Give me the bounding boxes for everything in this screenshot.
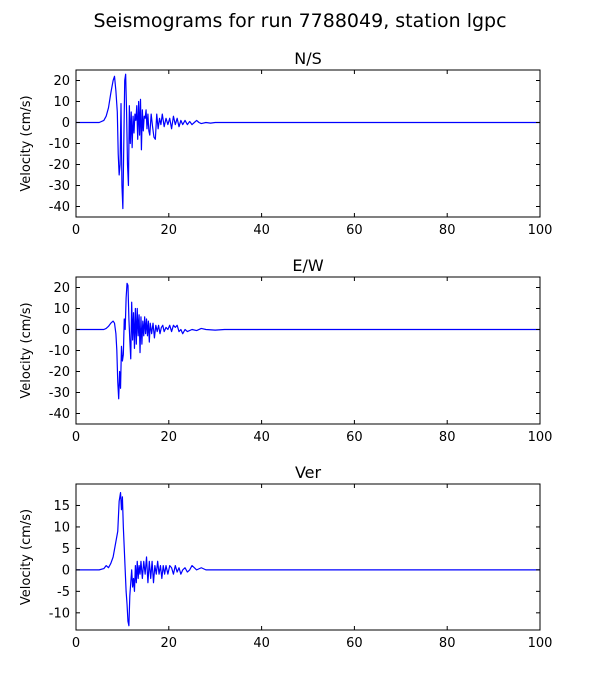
y-tick-label: -40 xyxy=(49,200,70,215)
y-tick-label: -10 xyxy=(49,137,70,152)
x-tick-label: 100 xyxy=(528,636,553,651)
y-tick-label: 10 xyxy=(53,302,70,317)
y-tick-label: 10 xyxy=(53,520,70,535)
x-tick-label: 60 xyxy=(346,636,363,651)
y-tick-label: 15 xyxy=(53,499,70,514)
y-tick-label: -30 xyxy=(49,386,70,401)
y-axis-label-ew: Velocity (cm/s) xyxy=(19,302,34,398)
panel-title-ns: N/S xyxy=(294,49,322,68)
y-tick-label: -40 xyxy=(49,407,70,422)
x-tick-label: 80 xyxy=(439,223,456,238)
y-axis-label-ver: Velocity (cm/s) xyxy=(19,509,34,605)
y-tick-label: 5 xyxy=(62,542,70,557)
x-tick-label: 0 xyxy=(72,636,80,651)
y-tick-label: 10 xyxy=(53,95,70,110)
y-tick-label: -10 xyxy=(49,344,70,359)
y-tick-label: 20 xyxy=(53,74,70,89)
x-tick-label: 80 xyxy=(439,636,456,651)
y-tick-label: -30 xyxy=(49,179,70,194)
y-tick-label: 0 xyxy=(62,563,70,578)
x-tick-label: 20 xyxy=(161,223,178,238)
panel-title-ew: E/W xyxy=(292,256,324,275)
series-line-ns xyxy=(76,73,540,210)
y-tick-label: -20 xyxy=(49,158,70,173)
x-tick-label: 60 xyxy=(346,223,363,238)
x-tick-label: 20 xyxy=(161,430,178,445)
x-tick-label: 0 xyxy=(72,223,80,238)
x-tick-label: 100 xyxy=(528,223,553,238)
x-tick-label: 40 xyxy=(253,223,270,238)
y-tick-label: -10 xyxy=(49,606,70,621)
x-tick-label: 80 xyxy=(439,430,456,445)
plot-frame-ew xyxy=(75,276,541,425)
y-tick-label: 0 xyxy=(62,116,70,131)
plot-frame-ver xyxy=(75,483,541,631)
y-axis-label-ns: Velocity (cm/s) xyxy=(19,95,34,191)
plot-frame-ns xyxy=(75,69,541,218)
x-tick-label: 60 xyxy=(346,430,363,445)
x-tick-label: 20 xyxy=(161,636,178,651)
panel-title-ver: Ver xyxy=(295,463,322,482)
x-tick-label: 0 xyxy=(72,430,80,445)
y-tick-label: -5 xyxy=(57,585,70,600)
y-tick-label: 20 xyxy=(53,281,70,296)
y-tick-label: 0 xyxy=(62,323,70,338)
series-line-ver xyxy=(76,491,540,627)
figure-title: Seismograms for run 7788049, station lgp… xyxy=(93,10,507,32)
x-tick-label: 40 xyxy=(253,430,270,445)
x-tick-label: 100 xyxy=(528,430,553,445)
x-tick-label: 40 xyxy=(253,636,270,651)
series-line-ew xyxy=(76,282,540,400)
y-tick-label: -20 xyxy=(49,365,70,380)
